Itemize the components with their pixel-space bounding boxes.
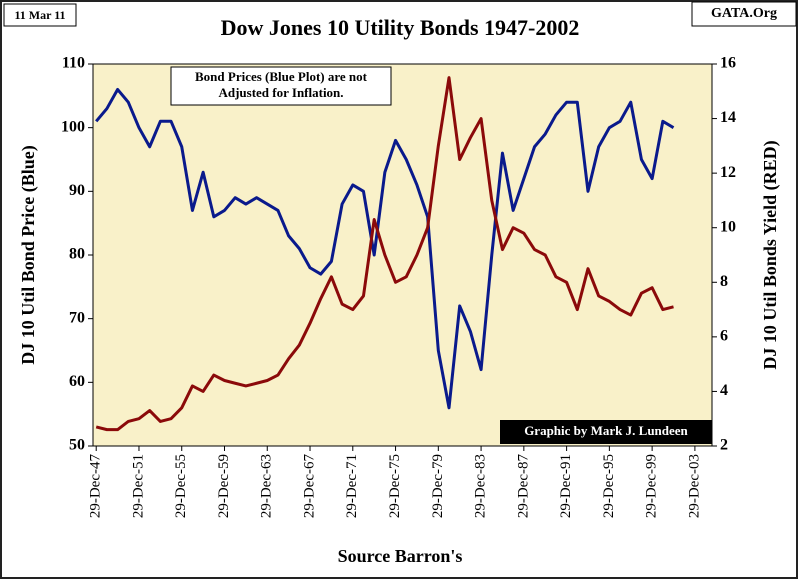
x-tick-label: 29-Dec-95 xyxy=(601,454,617,518)
y-tick-label: 60 xyxy=(69,373,85,390)
credit: Graphic by Mark J. Lundeen xyxy=(524,423,688,438)
y-tick-label: 90 xyxy=(69,182,85,199)
date-box xyxy=(3,3,77,27)
x-tick-label: 29-Dec-55 xyxy=(173,454,189,518)
y2-tick-label: 10 xyxy=(720,218,736,235)
y-tick-label: 100 xyxy=(61,118,85,135)
y2-tick-label: 2 xyxy=(720,437,728,454)
x-tick-label: 29-Dec-83 xyxy=(473,454,489,518)
x-tick-label: 29-Dec-03 xyxy=(686,454,702,518)
y2-tick-label: 16 xyxy=(720,55,736,72)
y2-tick-label: 8 xyxy=(720,273,728,290)
site-label: GATA.Org xyxy=(711,6,777,21)
x-tick-label: 29-Dec-47 xyxy=(88,454,104,519)
y-tick-label: 70 xyxy=(69,309,85,326)
x-tick-label: 29-Dec-91 xyxy=(558,454,574,518)
y2-tick-label: 4 xyxy=(720,382,728,399)
x-axis-label: Source Barron's xyxy=(338,546,463,566)
chart-title: Dow Jones 10 Utility Bonds 1947-2002 xyxy=(221,15,580,40)
y-tick-label: 50 xyxy=(69,437,85,454)
x-tick-label: 29-Dec-75 xyxy=(387,454,403,518)
x-tick-label: 29-Dec-99 xyxy=(644,454,660,518)
x-tick-label: 29-Dec-51 xyxy=(130,454,146,518)
x-tick-label: 29-Dec-67 xyxy=(301,454,317,519)
credit-box xyxy=(500,420,712,444)
annotation-wrap: Bond Prices (Blue Plot) are not Adjusted… xyxy=(195,69,367,100)
y2-tick-label: 12 xyxy=(720,164,736,181)
site-box xyxy=(691,1,797,27)
x-tick-label: 29-Dec-63 xyxy=(259,454,275,518)
y2-tick-label: 6 xyxy=(720,328,728,345)
x-tick-label: 29-Dec-59 xyxy=(216,454,232,518)
y2-tick-label: 14 xyxy=(720,109,736,126)
y-tick-label: 110 xyxy=(62,55,85,72)
series-line xyxy=(95,76,674,432)
y-axis-label: DJ 10 Util Bond Price (Blue) xyxy=(18,145,39,364)
x-tick-label: 29-Dec-79 xyxy=(430,454,446,518)
date-label: 11 Mar 11 xyxy=(14,8,65,22)
x-tick-label: 29-Dec-71 xyxy=(344,454,360,518)
y-tick-label: 80 xyxy=(69,246,85,263)
series-line xyxy=(95,87,675,410)
x-tick-label: 29-Dec-87 xyxy=(515,454,531,519)
annotation: Bond Prices (Blue Plot) are not Adjusted… xyxy=(195,69,367,100)
annotation-box xyxy=(170,66,392,106)
y2-axis-label: DJ 10 Util Bonds Yield (RED) xyxy=(760,140,781,369)
